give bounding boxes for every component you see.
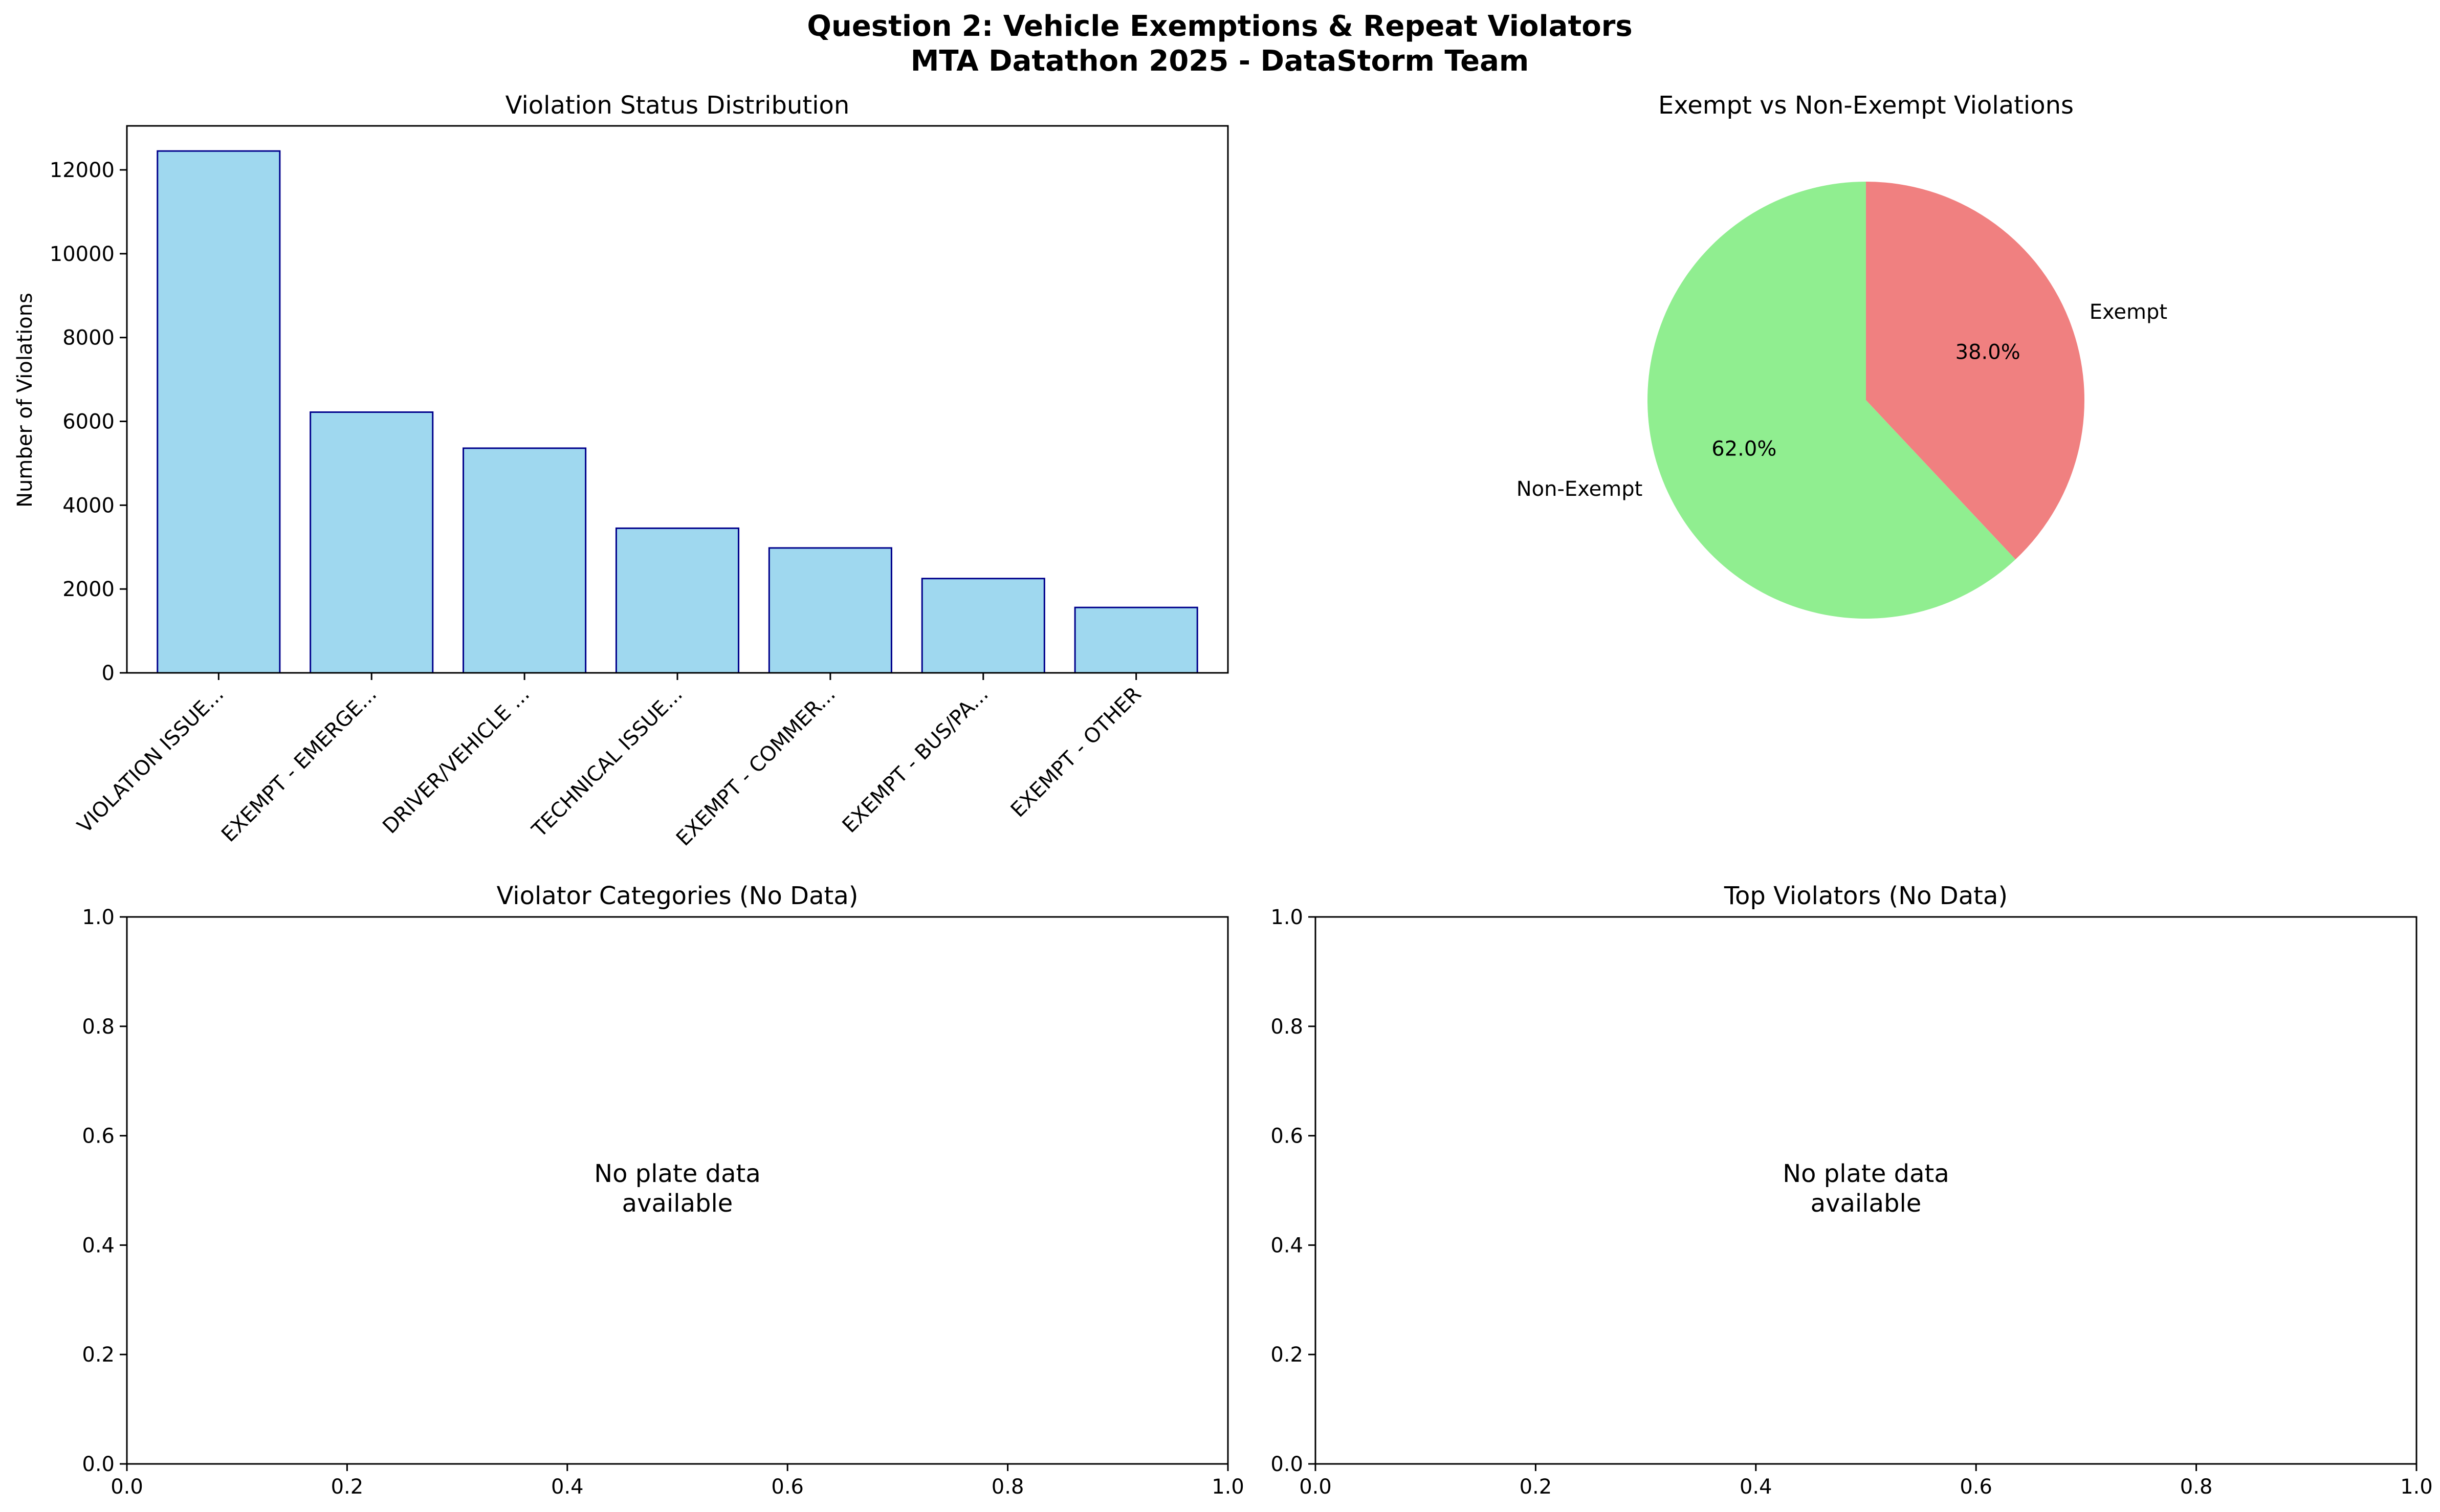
- x-tick-label: EXEMPT - EMERGE...: [217, 683, 381, 847]
- x-tick-label: EXEMPT - COMMER...: [672, 683, 840, 851]
- bar: [157, 150, 281, 674]
- y-tick-label: 0.2: [1270, 1343, 1303, 1367]
- x-tick-label: 0.8: [992, 1475, 1024, 1499]
- x-tick-label: EXEMPT - BUS/PA...: [838, 683, 993, 838]
- y-tick-label: 0.2: [82, 1343, 115, 1367]
- bar: [463, 447, 587, 674]
- x-tick-label: 0.2: [1520, 1475, 1552, 1499]
- y-tick-label: 0.4: [1270, 1234, 1303, 1257]
- x-tick-label: 0.0: [111, 1475, 143, 1499]
- x-tick-label: 0.8: [2180, 1475, 2213, 1499]
- y-tick-label: 6000: [62, 410, 115, 434]
- figure-title-line2: MTA Datathon 2025 - DataStorm Team: [911, 45, 1529, 78]
- x-tick-label: 0.6: [1960, 1475, 1992, 1499]
- bar: [310, 411, 434, 674]
- x-tick-label: 0.4: [1740, 1475, 1772, 1499]
- violator-categories-title: Violator Categories (No Data): [497, 882, 859, 910]
- top-violators-no-data-line1: No plate data: [1783, 1159, 1949, 1188]
- x-tick-label: TECHNICAL ISSUE...: [527, 683, 688, 843]
- y-tick-label: 0.0: [82, 1453, 115, 1476]
- y-tick-label: 1.0: [1270, 906, 1303, 929]
- bar: [615, 527, 740, 674]
- y-tick-label: 2000: [62, 578, 115, 601]
- bar-chart-bars: [157, 150, 1198, 674]
- bar-chart-axes-frame: [126, 125, 1229, 674]
- bar-chart-y-ticks: 0 2000 4000 6000 8000 10000 12000: [50, 159, 127, 685]
- violator-categories-panel: Violator Categories (No Data) 0.0 0.2 0.4 0…: [82, 882, 1244, 1499]
- bar-chart-y-axis-label: Number of Violations: [13, 293, 37, 508]
- pie-percent-label: 62.0%: [1711, 437, 1776, 461]
- violator-categories-ticks: 0.0 0.2 0.4 0.6 0.8 1.0 0.0 0.2 0.4 0.6 0.8 1.0: [82, 906, 1244, 1499]
- y-tick-label: 4000: [62, 494, 115, 517]
- pie-chart-labels: Exempt 38.0% Non-Exempt 62.0%: [1516, 300, 2167, 501]
- x-tick-label: 1.0: [2400, 1475, 2433, 1499]
- x-tick-label: 0.6: [771, 1475, 804, 1499]
- pie-chart-panel: Exempt vs Non-Exempt Violations Exempt 38…: [1516, 91, 2167, 619]
- top-violators-no-data-line2: available: [1811, 1189, 1922, 1218]
- pie-slice-label: Non-Exempt: [1516, 477, 1643, 501]
- top-violators-panel: Top Violators (No Data) 0.0 0.2 0.4 0.6 0.8 1…: [1270, 882, 2432, 1499]
- y-tick-label: 0.6: [1270, 1125, 1303, 1148]
- bar-chart-panel: Violation Status Distribution Number of …: [13, 91, 1229, 850]
- pie-slice: [1647, 182, 2016, 619]
- top-violators-ticks: 0.0 0.2 0.4 0.6 0.8 1.0 0.0 0.2 0.4 0.6 0.8 1.0: [1270, 906, 2432, 1499]
- pie-percent-label: 38.0%: [1955, 341, 2020, 364]
- x-tick-label: DRIVER/VEHICLE ...: [378, 683, 534, 839]
- top-violators-title: Top Violators (No Data): [1724, 882, 2008, 910]
- x-tick-label: 0.2: [331, 1475, 364, 1499]
- pie-chart-slices: [1647, 182, 2084, 619]
- y-tick-label: 0.4: [82, 1234, 115, 1257]
- bar-chart-x-ticks: VIOLATION ISSUE...EXEMPT - EMERGE...DRIV…: [73, 673, 1146, 850]
- y-tick-label: 10000: [50, 243, 115, 266]
- bar-chart-title: Violation Status Distribution: [505, 91, 850, 120]
- x-tick-label: 1.0: [1212, 1475, 1244, 1499]
- pie-slice: [1866, 182, 2084, 560]
- x-tick-label: 0.4: [551, 1475, 584, 1499]
- violator-categories-no-data-line2: available: [622, 1189, 733, 1218]
- pie-chart-title: Exempt vs Non-Exempt Violations: [1658, 91, 2074, 120]
- violator-categories-axes-frame: [126, 916, 1229, 1465]
- y-tick-label: 1.0: [82, 906, 115, 929]
- y-tick-label: 0.6: [82, 1125, 115, 1148]
- y-tick-label: 0.0: [1270, 1453, 1303, 1476]
- x-tick-label: EXEMPT - OTHER: [1006, 683, 1146, 822]
- top-violators-axes-frame: [1314, 916, 2417, 1465]
- y-tick-label: 0.8: [82, 1015, 115, 1039]
- violator-categories-no-data-line1: No plate data: [594, 1159, 760, 1188]
- pie-slice-label: Exempt: [2090, 300, 2167, 324]
- x-tick-label: VIOLATION ISSUE...: [73, 683, 229, 838]
- y-tick-label: 0: [102, 662, 115, 685]
- y-tick-label: 0.8: [1270, 1015, 1303, 1039]
- bar: [1074, 606, 1198, 674]
- y-tick-label: 8000: [62, 326, 115, 350]
- x-tick-label: 0.0: [1299, 1475, 1332, 1499]
- bar: [921, 578, 1045, 674]
- y-tick-label: 12000: [50, 159, 115, 182]
- bar: [768, 547, 892, 674]
- figure-title-line1: Question 2: Vehicle Exemptions & Repeat …: [807, 10, 1632, 43]
